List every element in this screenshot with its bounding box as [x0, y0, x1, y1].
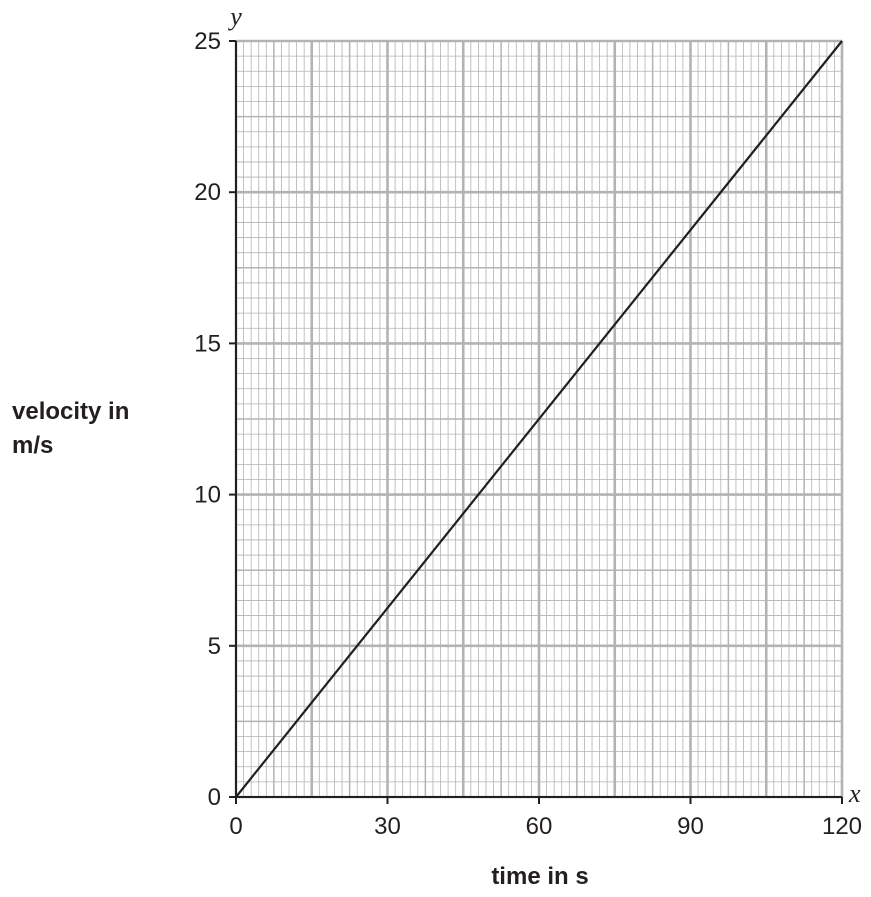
x-axis-title: time in s	[491, 863, 588, 890]
y-tick-label: 25	[194, 28, 221, 55]
y-axis-variable: y	[227, 2, 242, 31]
y-tick-label: 0	[208, 784, 221, 811]
y-tick-label: 10	[194, 482, 221, 509]
series-line	[235, 40, 843, 798]
y-tick-labels: 0 5 10 15 20 25	[194, 28, 236, 811]
y-axis-title-line-2: m/s	[12, 432, 53, 459]
y-tick-label: 15	[194, 330, 221, 357]
series-layer	[235, 40, 843, 798]
x-tick-label: 60	[526, 813, 553, 840]
y-axis-title-line-1: velocity in	[12, 398, 129, 425]
y-tick-label: 5	[208, 633, 221, 660]
x-axis-variable: x	[848, 779, 861, 808]
y-tick-label: 20	[194, 179, 221, 206]
x-tick-label: 120	[822, 813, 862, 840]
x-tick-label: 90	[677, 813, 704, 840]
x-tick-label: 0	[229, 813, 242, 840]
x-tick-label: 30	[374, 813, 401, 840]
x-tick-labels: 0 30 60 90 120	[229, 797, 862, 840]
